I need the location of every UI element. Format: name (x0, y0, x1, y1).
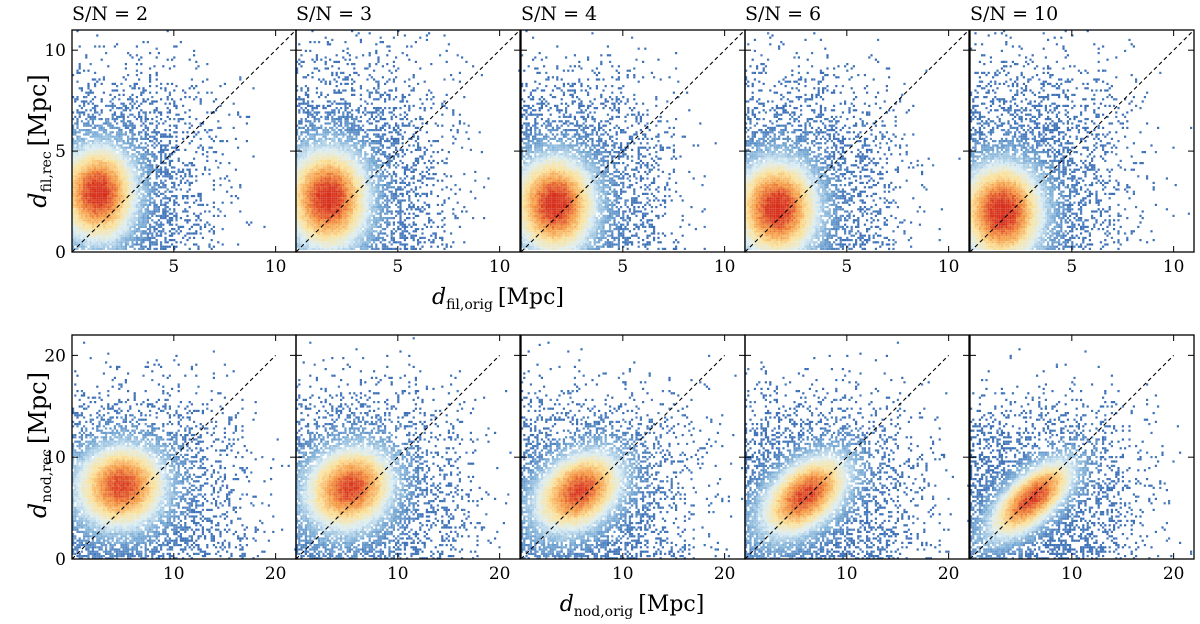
panel-node-4: 10 20 (744, 334, 970, 584)
x-tick-label: 5 (168, 257, 179, 277)
x-tick-label: 10 (714, 257, 736, 277)
density-heatmap (72, 30, 266, 250)
x-axis-label-bottom: dnod,orig [Mpc] (560, 592, 705, 620)
panel-title: S/N = 4 (521, 3, 597, 25)
panel-filament-1: 5 10 0 5 10 S/N = 2 (44, 3, 297, 277)
panel-frame (969, 29, 1195, 253)
panel-title: S/N = 6 (745, 3, 821, 25)
panel-frame (295, 29, 521, 253)
density-heatmap (521, 341, 744, 559)
density-heatmap (970, 348, 1193, 559)
y-axis-label-bottom-unit: [Mpc] (24, 372, 52, 444)
x-tick-label: 5 (841, 257, 852, 277)
panel-frame (969, 334, 1195, 560)
x-tick-label: 10 (1163, 257, 1185, 277)
one-to-one-line (72, 354, 277, 559)
panel-frame (295, 334, 521, 560)
y-tick-label: 10 (44, 448, 66, 468)
one-to-one-line (521, 30, 745, 252)
panel-title: S/N = 10 (970, 3, 1058, 25)
panel-frame (744, 334, 970, 560)
panel-node-3: 10 20 (520, 334, 746, 584)
x-tick-label: 5 (617, 257, 628, 277)
y-tick-label: 5 (55, 142, 66, 162)
x-tick-label: 20 (489, 564, 511, 584)
x-tick-label: 5 (1066, 257, 1077, 277)
x-axis-label-top: dfil,orig [Mpc] (432, 285, 564, 313)
y-axis-label-bottom-symbol: d (24, 503, 52, 518)
one-to-one-line (745, 30, 969, 252)
one-to-one-line (745, 354, 950, 559)
density-heatmap (970, 30, 1193, 250)
panel-node-1: 10 20 0 10 20 (44, 334, 297, 584)
y-axis-label-top-symbol: d (24, 192, 52, 207)
one-to-one-line (970, 354, 1175, 559)
x-tick-label: 10 (938, 257, 960, 277)
density-heatmap (72, 341, 296, 559)
density-heatmap (296, 337, 512, 559)
panel-filament-3: 5 10 S/N = 4 (520, 3, 746, 277)
y-tick-label: 10 (44, 41, 66, 61)
x-tick-label: 10 (1061, 564, 1083, 584)
panel-filament-5: 5 10 S/N = 10 (969, 3, 1195, 277)
density-heatmap (521, 30, 717, 250)
panel-row-node: 10 20 0 10 20 10 20 10 20 10 20 10 20 (44, 334, 1195, 584)
one-to-one-line (296, 354, 501, 559)
one-to-one-line (521, 354, 726, 559)
panel-filament-4: 5 10 S/N = 6 (744, 3, 970, 277)
y-axis-label-bottom-sub: nod,rec (39, 449, 55, 503)
x-tick-label: 20 (938, 564, 960, 584)
density-heatmap (745, 341, 969, 559)
density-heatmap (745, 32, 961, 250)
x-tick-label: 10 (612, 564, 634, 584)
x-tick-label: 20 (265, 564, 287, 584)
x-axis-label-top-unit: [Mpc] (498, 285, 564, 310)
y-axis-label-top: dfil,rec [Mpc] (24, 74, 55, 208)
x-axis-label-bottom-symbol: d (560, 592, 574, 617)
x-tick-label: 10 (265, 257, 287, 277)
x-tick-label: 10 (836, 564, 858, 584)
y-tick-label: 0 (55, 243, 66, 263)
one-to-one-line (72, 30, 296, 252)
panel-filament-2: 5 10 S/N = 3 (295, 3, 521, 277)
x-tick-label: 20 (714, 564, 736, 584)
y-tick-label: 0 (55, 550, 66, 570)
panel-node-2: 10 20 (295, 334, 521, 584)
x-axis-label-bottom-unit: [Mpc] (638, 592, 704, 617)
x-tick-label: 5 (392, 257, 403, 277)
x-axis-label-top-symbol: d (432, 285, 446, 310)
one-to-one-line (296, 30, 520, 252)
density-heatmap (296, 30, 520, 250)
panel-title: S/N = 2 (72, 3, 148, 25)
y-axis-label-top-unit: [Mpc] (24, 74, 52, 146)
x-axis-label-bottom-sub: nod,orig (574, 604, 633, 620)
y-axis-label-top-sub: fil,rec (39, 151, 55, 192)
y-tick-label: 20 (44, 346, 66, 366)
panel-title: S/N = 3 (296, 3, 372, 25)
panel-frame (744, 29, 970, 253)
x-axis-label-top-sub: fil,orig (446, 297, 493, 313)
x-tick-label: 20 (1163, 564, 1185, 584)
panel-row-filament: 5 10 0 5 10 S/N = 2 5 10 S/N = 3 5 10 S/N = 4 5 10 S/N… (44, 3, 1195, 277)
one-to-one-line (970, 30, 1194, 252)
x-tick-label: 10 (387, 564, 409, 584)
x-tick-label: 10 (163, 564, 185, 584)
y-axis-label-bottom: dnod,rec [Mpc] (24, 372, 55, 518)
panel-node-5: 10 20 (969, 334, 1195, 584)
panel-rows: 5 10 0 5 10 S/N = 2 5 10 S/N = 3 5 10 S/N = 4 5 10 S/N… (44, 3, 1195, 584)
x-tick-label: 10 (489, 257, 511, 277)
